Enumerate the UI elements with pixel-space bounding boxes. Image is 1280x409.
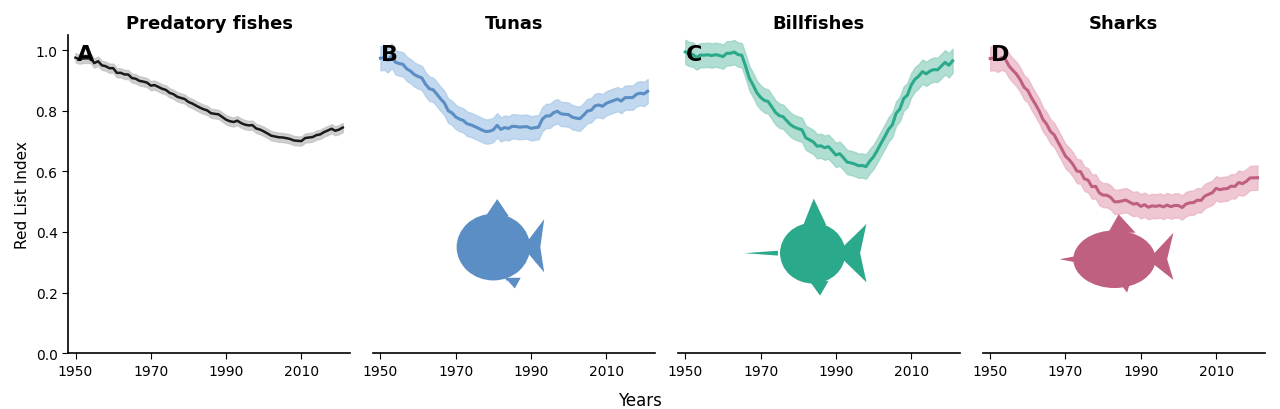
Text: C: C: [686, 45, 703, 65]
Polygon shape: [840, 225, 867, 283]
Text: A: A: [77, 45, 93, 65]
Polygon shape: [526, 220, 544, 273]
Title: Predatory fishes: Predatory fishes: [125, 15, 293, 33]
Text: B: B: [381, 45, 398, 65]
Polygon shape: [506, 278, 521, 289]
Title: Sharks: Sharks: [1089, 15, 1158, 33]
Ellipse shape: [1074, 231, 1156, 288]
Polygon shape: [492, 249, 513, 282]
Ellipse shape: [780, 223, 845, 284]
Text: Years: Years: [618, 391, 662, 409]
Title: Billfishes: Billfishes: [773, 15, 865, 33]
Polygon shape: [809, 281, 828, 296]
Text: D: D: [991, 45, 1010, 65]
Title: Tunas: Tunas: [485, 15, 543, 33]
Ellipse shape: [457, 214, 530, 281]
Polygon shape: [744, 251, 778, 256]
Polygon shape: [1152, 233, 1174, 280]
Polygon shape: [804, 199, 827, 226]
Polygon shape: [1108, 215, 1135, 233]
Y-axis label: Red List Index: Red List Index: [15, 141, 29, 248]
Polygon shape: [1060, 256, 1078, 263]
Polygon shape: [485, 200, 509, 217]
Polygon shape: [1106, 265, 1135, 293]
